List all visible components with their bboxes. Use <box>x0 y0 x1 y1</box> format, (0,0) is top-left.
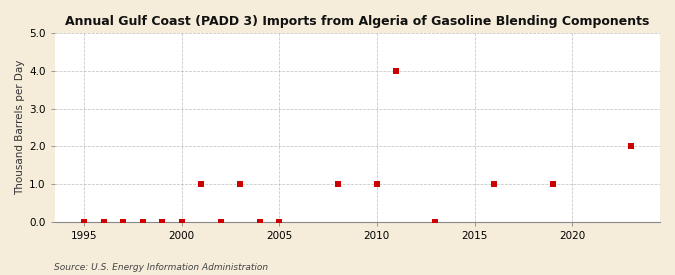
Point <box>274 219 285 224</box>
Point <box>489 182 500 186</box>
Point <box>157 219 167 224</box>
Point <box>254 219 265 224</box>
Point <box>215 219 226 224</box>
Point <box>176 219 187 224</box>
Text: Source: U.S. Energy Information Administration: Source: U.S. Energy Information Administ… <box>54 263 268 272</box>
Point <box>430 219 441 224</box>
Point <box>117 219 128 224</box>
Point <box>78 219 89 224</box>
Point <box>625 144 636 148</box>
Point <box>332 182 343 186</box>
Y-axis label: Thousand Barrels per Day: Thousand Barrels per Day <box>15 60 25 195</box>
Point <box>196 182 207 186</box>
Point <box>547 182 558 186</box>
Point <box>391 69 402 73</box>
Point <box>98 219 109 224</box>
Point <box>235 182 246 186</box>
Point <box>371 182 382 186</box>
Title: Annual Gulf Coast (PADD 3) Imports from Algeria of Gasoline Blending Components: Annual Gulf Coast (PADD 3) Imports from … <box>65 15 649 28</box>
Point <box>137 219 148 224</box>
